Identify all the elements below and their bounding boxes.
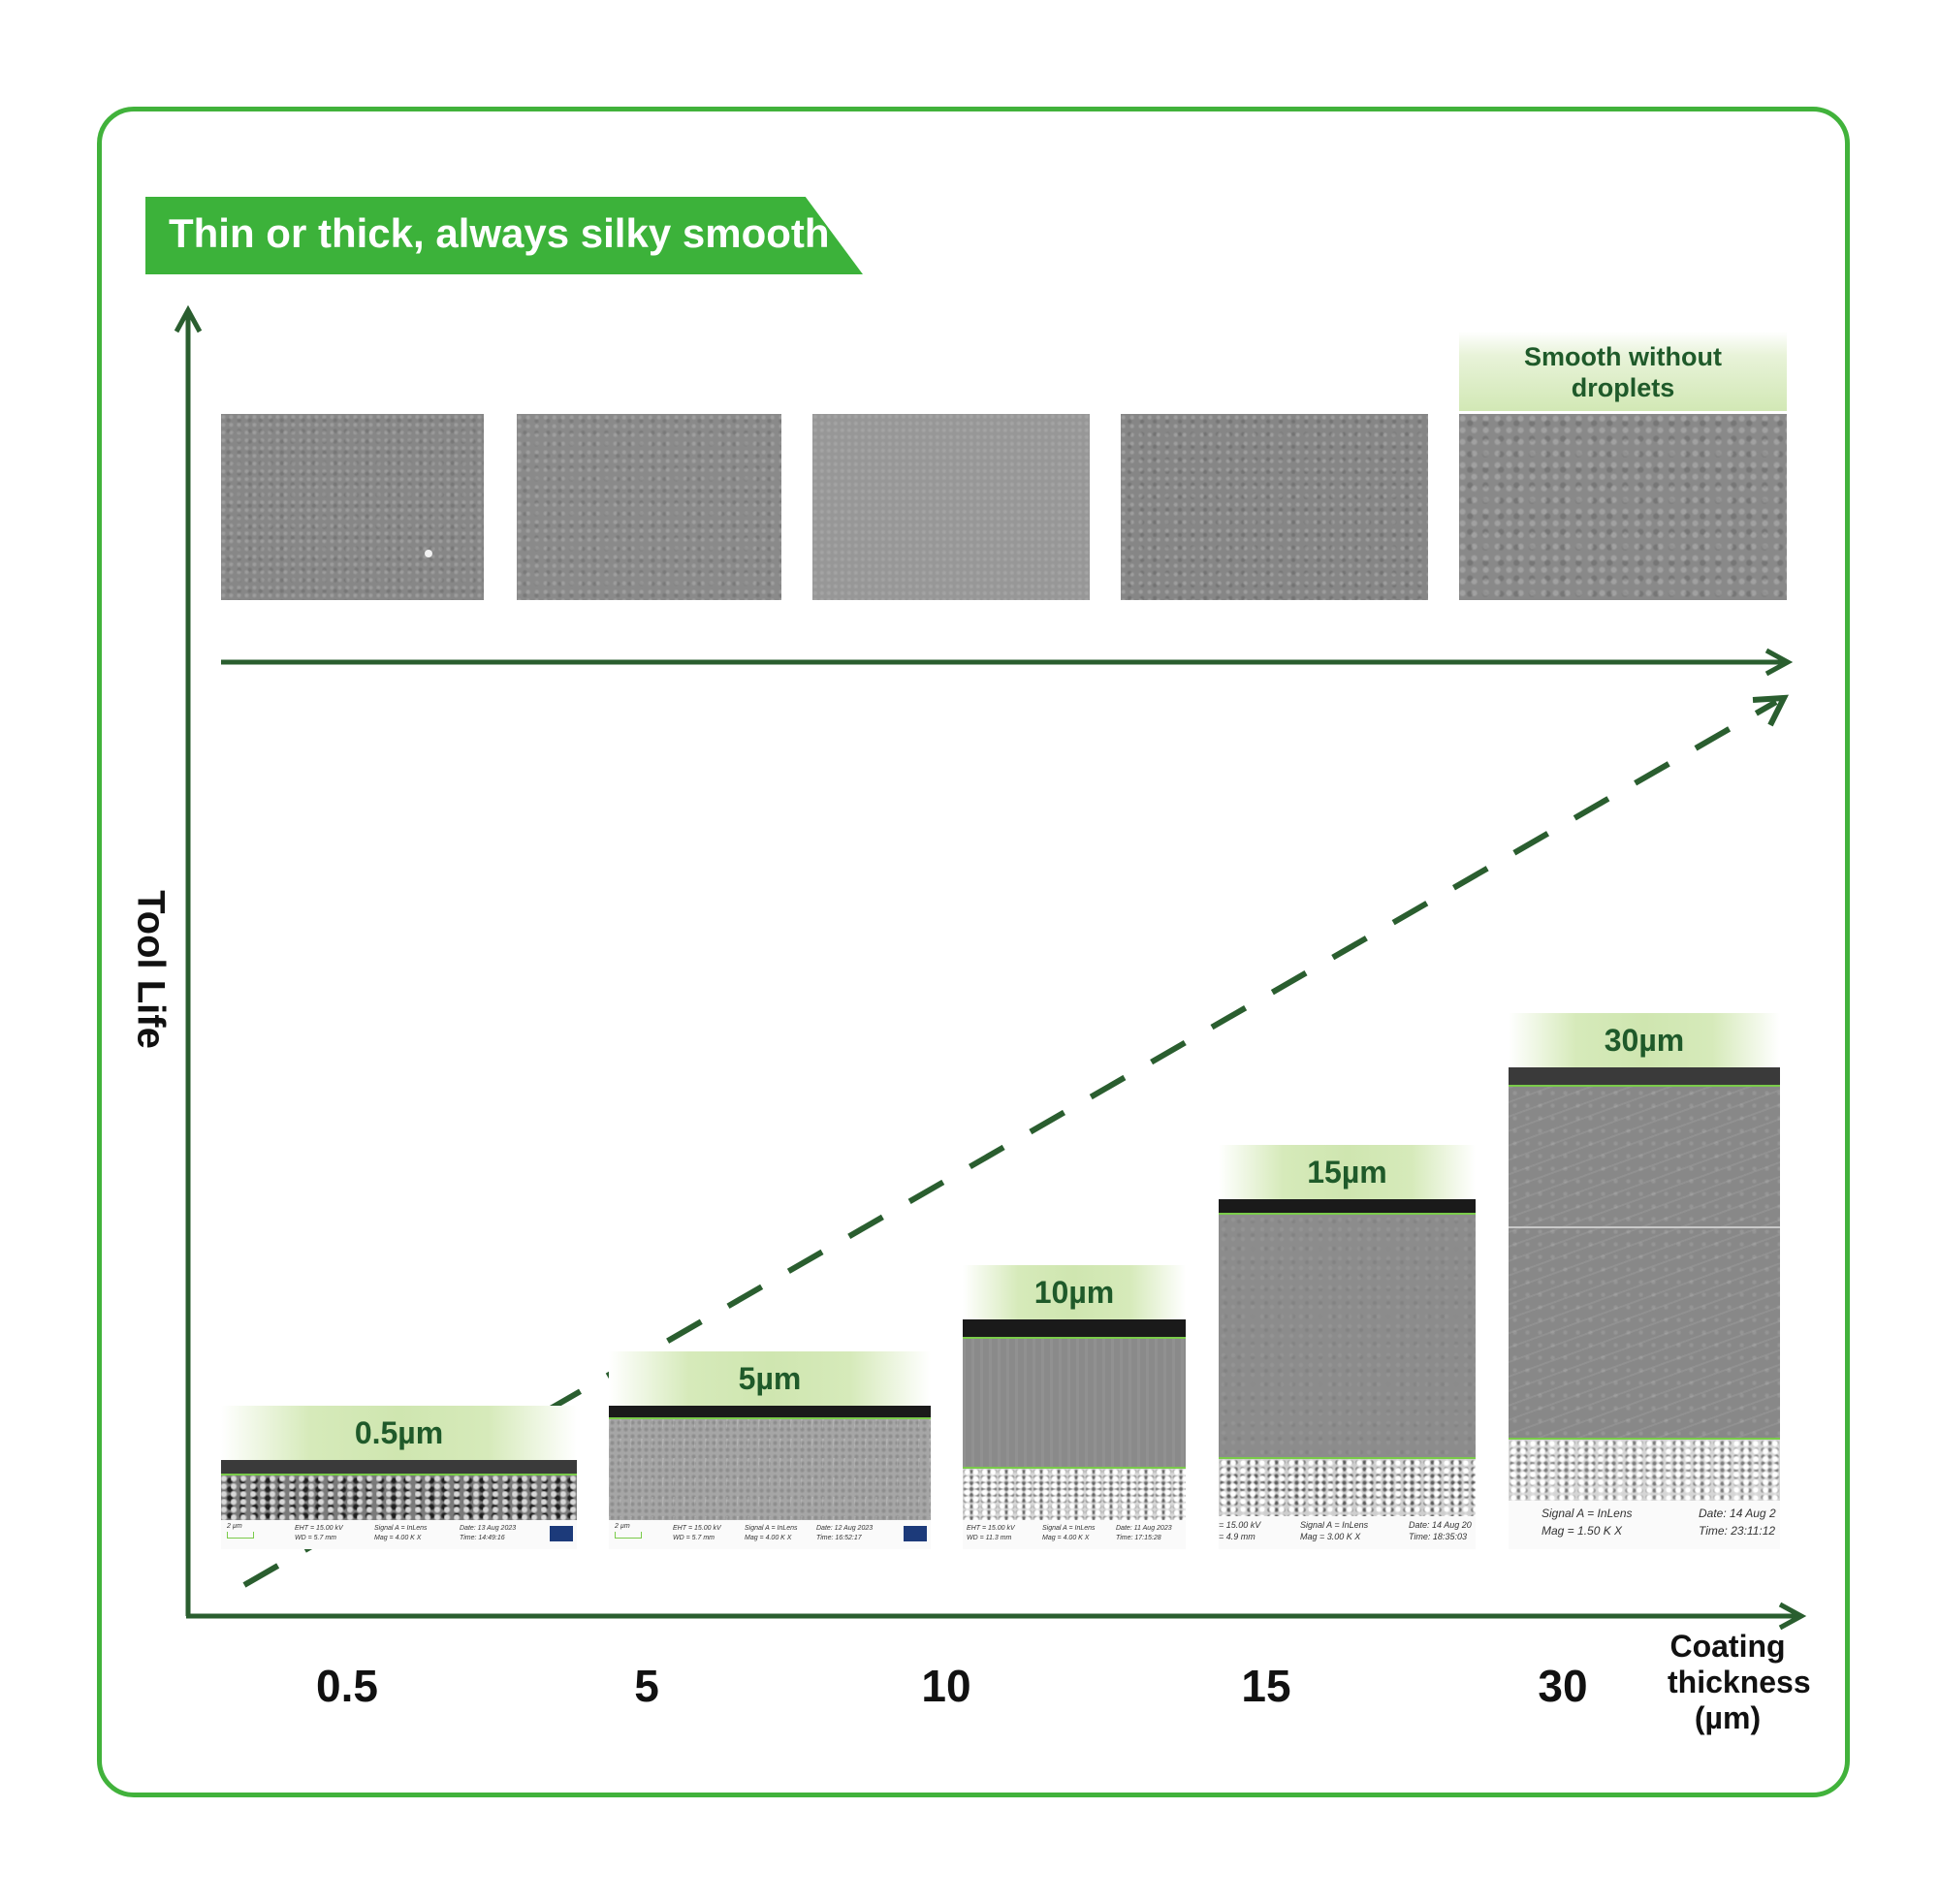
surface-annotation: Smooth without droplets bbox=[1459, 332, 1787, 411]
eht-text: EHT = 15.00 kV bbox=[673, 1525, 721, 1532]
thickness-label: 30µm bbox=[1509, 1013, 1780, 1067]
scale-bar bbox=[615, 1532, 642, 1539]
diagram-title: Thin or thick, always silky smooth bbox=[169, 210, 830, 256]
y-axis bbox=[174, 304, 203, 1616]
eht-text: EHT = 15.00 kV bbox=[967, 1525, 1015, 1532]
wd-text: = 4.9 mm bbox=[1219, 1532, 1256, 1541]
mag-text: Mag = 3.00 K X bbox=[1300, 1532, 1361, 1541]
sem-footer: EHT = 15.00 kV WD = 11.3 mm Signal A = I… bbox=[963, 1520, 1186, 1549]
signal-text: Signal A = InLens bbox=[1300, 1520, 1369, 1530]
zeiss-logo bbox=[904, 1526, 927, 1541]
mag-text: Mag = 4.00 K X bbox=[374, 1535, 422, 1541]
zeiss-logo bbox=[550, 1526, 573, 1541]
signal-text: Signal A = InLens bbox=[745, 1525, 798, 1532]
date-text: Date: 13 Aug 2023 bbox=[460, 1525, 517, 1532]
surface-annotation-line-2: droplets bbox=[1571, 373, 1675, 402]
date-text: Date: 12 Aug 2023 bbox=[816, 1525, 874, 1532]
title-banner: Thin or thick, always silky smooth bbox=[145, 197, 863, 274]
x-axis-label-line-3: (µm) bbox=[1694, 1700, 1762, 1735]
cross-section-sem-image bbox=[963, 1319, 1186, 1520]
eht-text: EHT = 15.00 kV bbox=[295, 1525, 343, 1532]
sem-footer: = 15.00 kV = 4.9 mm Signal A = InLens Ma… bbox=[1219, 1516, 1476, 1549]
mag-text: Mag = 1.50 K X bbox=[1542, 1524, 1623, 1538]
scale-bar bbox=[227, 1532, 254, 1539]
time-text: Time: 23:11:12 bbox=[1699, 1524, 1776, 1538]
x-axis-label-line-1: Coating bbox=[1669, 1629, 1786, 1664]
sem-footer: 2 µm EHT = 15.00 kV WD = 5.7 mm Signal A… bbox=[221, 1520, 577, 1549]
sem-footer: Signal A = InLens Mag = 1.50 K X Date: 1… bbox=[1509, 1501, 1780, 1549]
mag-text: Mag = 4.00 K X bbox=[1042, 1535, 1090, 1541]
x-tick-30: 30 bbox=[1538, 1661, 1588, 1711]
surface-sem-image bbox=[221, 414, 484, 600]
cross-section-0.5um: 0.5µm 2 µm EHT = 15.00 kV WD = 5.7 mm Si… bbox=[221, 1406, 577, 1549]
diagram-frame bbox=[97, 107, 1850, 1797]
cross-section-10um: 10µm EHT = 15.00 kV WD = 11.3 mm Signal … bbox=[963, 1265, 1186, 1549]
thickness-label: 5µm bbox=[609, 1351, 931, 1406]
thickness-label: 10µm bbox=[963, 1265, 1186, 1319]
date-text: Date: 11 Aug 2023 bbox=[1116, 1525, 1172, 1532]
surface-sem-image bbox=[517, 414, 781, 600]
x-axis-label: Coating thickness (µm) bbox=[1668, 1629, 1811, 1736]
signal-text: Signal A = InLens bbox=[374, 1525, 428, 1532]
x-axis bbox=[186, 1602, 1807, 1631]
thickness-label: 0.5µm bbox=[221, 1406, 577, 1460]
x-tick-10: 10 bbox=[921, 1661, 971, 1711]
x-tick-0.5: 0.5 bbox=[316, 1661, 378, 1711]
x-axis-label-line-2: thickness bbox=[1668, 1665, 1811, 1699]
x-tick-5: 5 bbox=[634, 1661, 659, 1711]
cross-section-sem-image bbox=[1219, 1199, 1476, 1516]
scale-bar-label: 2 µm bbox=[227, 1523, 242, 1530]
cross-section-sem-image bbox=[1509, 1067, 1780, 1501]
date-text: Date: 14 Aug 2 bbox=[1699, 1507, 1776, 1520]
mag-text: Mag = 4.00 K X bbox=[745, 1535, 792, 1541]
x-tick-15: 15 bbox=[1241, 1661, 1291, 1711]
wd-text: WD = 11.3 mm bbox=[967, 1535, 1012, 1541]
time-text: Time: 17:15:28 bbox=[1116, 1535, 1161, 1541]
surface-sem-image bbox=[1459, 414, 1787, 600]
signal-text: Signal A = InLens bbox=[1042, 1525, 1096, 1532]
thickness-label: 15µm bbox=[1219, 1145, 1476, 1199]
cross-section-30um: 30µm Signal A = InLens Mag = 1.50 K X Da… bbox=[1509, 1013, 1780, 1549]
time-text: Time: 18:35:03 bbox=[1409, 1532, 1467, 1541]
surface-sem-image bbox=[1121, 414, 1428, 600]
cross-section-sem-image bbox=[221, 1460, 577, 1520]
time-text: Time: 14:49:16 bbox=[460, 1535, 505, 1541]
surface-annotation-line-1: Smooth without bbox=[1524, 342, 1722, 371]
time-text: Time: 16:52:17 bbox=[816, 1535, 862, 1541]
y-axis-label: Tool Life bbox=[129, 890, 173, 1049]
cross-section-15um: 15µm = 15.00 kV = 4.9 mm Signal A = InLe… bbox=[1219, 1145, 1476, 1549]
surface-sem-image bbox=[812, 414, 1090, 600]
eht-text: = 15.00 kV bbox=[1219, 1520, 1261, 1530]
sem-footer: 2 µm EHT = 15.00 kV WD = 5.7 mm Signal A… bbox=[609, 1520, 931, 1549]
scale-bar-label: 2 µm bbox=[615, 1523, 630, 1530]
wd-text: WD = 5.7 mm bbox=[673, 1535, 715, 1541]
surface-progress-arrow bbox=[221, 648, 1794, 677]
wd-text: WD = 5.7 mm bbox=[295, 1535, 336, 1541]
cross-section-sem-image bbox=[609, 1406, 931, 1520]
signal-text: Signal A = InLens bbox=[1542, 1507, 1633, 1520]
cross-section-5um: 5µm 2 µm EHT = 15.00 kV WD = 5.7 mm Sign… bbox=[609, 1351, 931, 1549]
date-text: Date: 14 Aug 20 bbox=[1409, 1520, 1472, 1530]
